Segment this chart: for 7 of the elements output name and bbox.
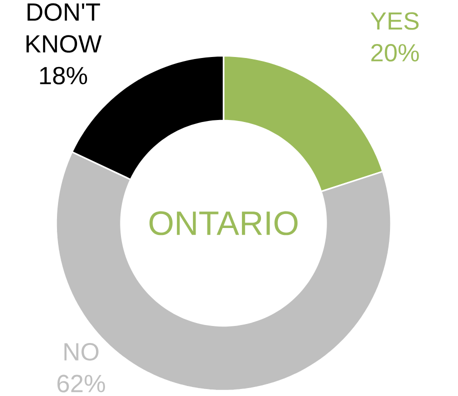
data-label: 20% bbox=[371, 44, 419, 62]
slice-label: DON'T KNOW bbox=[26, 3, 102, 53]
slice-label: NO bbox=[64, 343, 98, 361]
data-label: 18% bbox=[40, 66, 88, 85]
slice-label: YES bbox=[370, 12, 419, 30]
data-label: 62% bbox=[57, 374, 105, 393]
text: ONTARIO bbox=[150, 211, 298, 236]
